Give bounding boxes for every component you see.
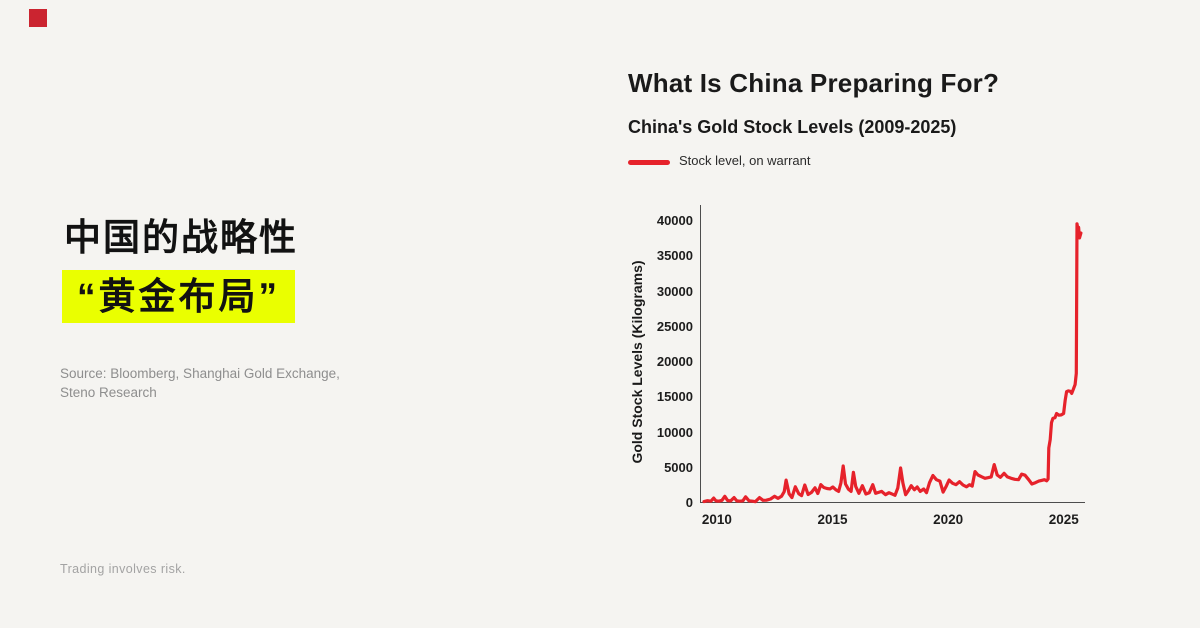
risk-disclaimer: Trading involves risk. <box>60 562 186 576</box>
y-tick-label: 5000 <box>664 459 693 475</box>
y-tick-label: 35000 <box>656 248 693 264</box>
plot-area <box>700 205 1085 504</box>
legend-line-swatch <box>628 160 670 165</box>
x-tick-label: 2010 <box>701 512 732 527</box>
headline-line1: 中国的战略性 <box>64 217 298 258</box>
source-line-1: Source: Bloomberg, Shanghai Gold Exchang… <box>60 366 340 381</box>
chart-subtitle: China's Gold Stock Levels (2009-2025) <box>628 117 957 137</box>
x-tick-label: 2015 <box>817 512 848 527</box>
y-tick-label: 20000 <box>656 354 693 369</box>
brand-square-logo <box>29 9 47 27</box>
y-tick-label: 0 <box>685 495 693 510</box>
y-tick-label: 15000 <box>656 389 693 405</box>
stock-line-svg <box>702 222 1083 504</box>
y-tick-label: 10000 <box>656 424 693 440</box>
source-line-2: Steno Research <box>60 384 157 400</box>
x-tick-label: 2020 <box>933 512 964 527</box>
headline-line2-highlighted: “黄金布局” <box>62 270 295 323</box>
x-tick-label: 2025 <box>1048 512 1079 527</box>
legend-label: Stock level, on warrant <box>679 153 811 168</box>
y-tick-label: 30000 <box>656 283 693 299</box>
source-attribution: Source: Bloomberg, Shanghai Gold Exchang… <box>60 365 340 402</box>
stock-level-line <box>702 222 1083 504</box>
chart-title: What Is China Preparing For? <box>628 68 1000 98</box>
y-tick-label: 40000 <box>656 213 693 228</box>
y-tick-label: 25000 <box>656 318 693 334</box>
